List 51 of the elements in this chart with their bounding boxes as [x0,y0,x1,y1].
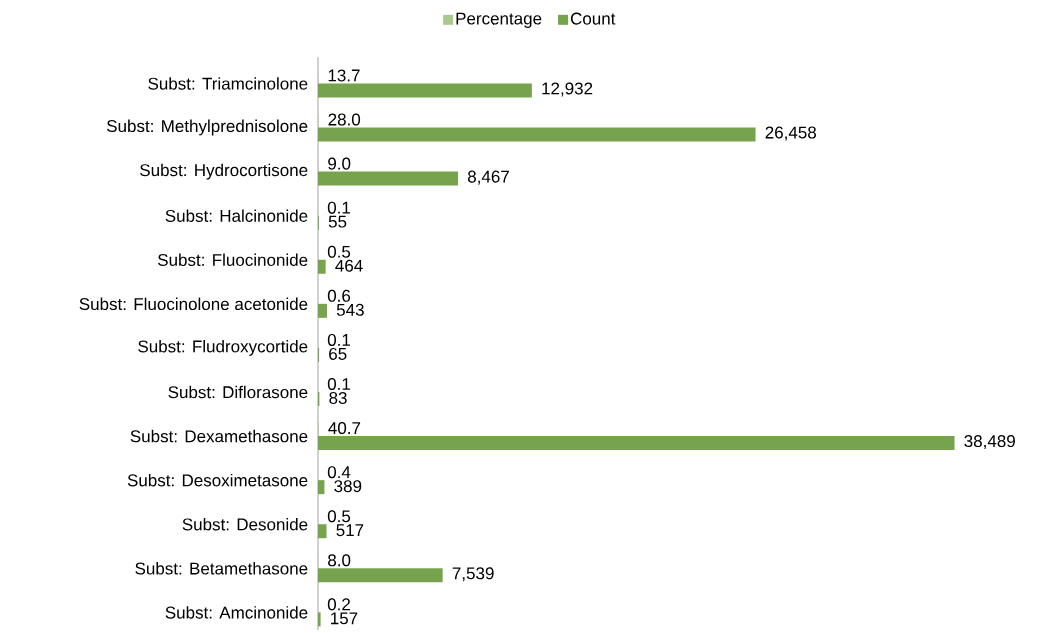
data-label: 40.7 [328,422,361,435]
bar [318,303,327,318]
y-tick-label: Subst: Halcinonide [165,209,308,222]
y-tick-label: Subst: Triamcinolone [148,77,308,90]
bar [318,524,327,539]
data-label: 0.1 [327,201,350,214]
bar [318,568,443,583]
data-label: 464 [335,259,363,272]
data-label: 38,489 [964,435,1015,450]
y-tick-label: Subst: Desonide [182,517,308,531]
data-label: 0.1 [327,333,350,346]
data-label: 28.0 [328,113,361,126]
data-label: 7,539 [452,567,494,582]
data-label: 26,458 [765,126,817,141]
data-label: 83 [329,391,347,405]
data-label: 517 [336,524,364,537]
legend-label: Percentage [456,12,542,28]
bar [318,612,321,627]
legend-label: Count [570,12,616,25]
y-tick-label: Subst: Fludroxycortide [138,340,308,356]
y-tick-label: Subst: Fluocinolone acetonide [79,297,308,311]
y-tick-label: Subst: Amcinonide [165,606,308,619]
data-label: 157 [331,612,358,625]
bar [318,171,459,186]
y-tick-label: Subst: Methylprednisolone [106,119,308,136]
data-label: 8.0 [328,554,351,567]
data-label: 543 [336,303,364,316]
data-label: 55 [328,215,347,228]
bar [318,127,756,142]
data-label: 389 [334,480,362,493]
y-tick-label: Subst: Desoximetasone [127,473,308,487]
data-label: 65 [329,347,347,360]
y-tick-label: Subst: Diflorasone [168,385,308,399]
data-label: 0.1 [327,377,350,391]
data-label: 0.5 [327,245,351,258]
data-label: 9.0 [328,157,351,170]
bar [318,259,326,274]
data-label: 0.5 [327,510,351,523]
data-label: 12,932 [542,82,593,97]
y-tick-label: Subst: Hydrocortisone [140,163,308,180]
y-tick-label: Subst: Dexamethasone [130,429,308,443]
bar [318,480,325,495]
data-label: 8,467 [467,170,509,185]
data-label: 0.2 [327,598,350,611]
bar [318,436,955,451]
data-label: 13.7 [328,69,360,82]
data-label: 0.4 [327,466,351,479]
data-label: 0.6 [327,289,351,302]
y-tick-label: Subst: Fluocinonide [158,253,308,267]
y-tick-label: Subst: Betamethasone [135,562,308,575]
bar [318,83,532,98]
